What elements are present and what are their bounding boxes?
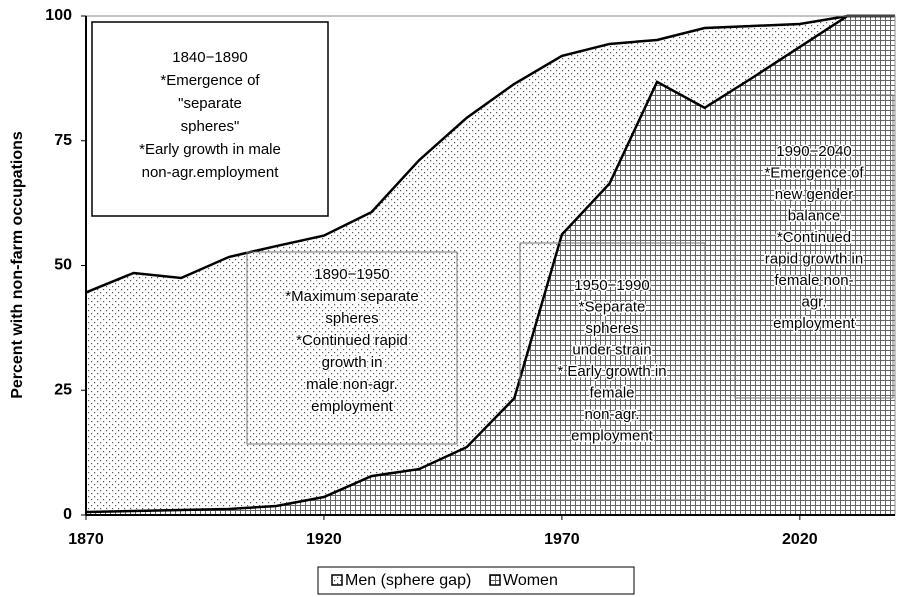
y-tick-label: 100 [45,7,72,24]
annotation-text: female non- [774,272,853,289]
annotation-text: employment [773,315,856,332]
annotation-text: *Emergence of [764,164,864,181]
series-line [85,14,895,514]
annotation-text: female [589,384,634,401]
annotation-text: "separate [178,95,242,112]
annotation-text: 1840−1890 [172,49,248,66]
y-tick-label: 0 [63,506,72,523]
annotation-text: employment [571,427,654,444]
series-line [85,14,895,294]
x-tick-label: 2020 [782,531,818,548]
x-tick-label: 1870 [68,531,104,548]
annotation-text: growth in [322,354,383,371]
annotation-box [246,251,458,445]
annotation-text: *Continued rapid [296,332,408,349]
y-axis-label: Percent with non-farm occupations [9,131,26,399]
legend-label: Women [503,572,558,589]
annotation-text: 1950−1990 [574,277,650,294]
annotation-text: *Emergence of [160,72,260,89]
annotation-box [91,21,329,217]
annotation-text: *Early growth in male [139,141,281,158]
annotation-text: balance [788,207,841,224]
x-tick-label: 1920 [306,531,342,548]
y-tick-label: 50 [54,257,72,274]
annotation-text: rapid growth in [765,250,863,267]
legend-swatch [331,574,343,586]
annotation-text: 1990−2040 [776,143,852,160]
annotation-text: agr. [801,293,826,310]
annotation-text: under strain [572,341,651,358]
annotation-box [519,242,706,501]
annotation-text: non-agr. [584,406,639,423]
annotation-box [734,94,894,399]
annotation-text: spheres" [181,118,240,135]
legend-swatch [489,574,501,586]
x-tick-label: 1970 [544,531,580,548]
annotation-text: male non-agr. [306,376,398,393]
legend-label: Men (sphere gap) [345,572,471,589]
annotation-text: * Early growth in [557,363,666,380]
annotation-text: non-agr.employment [142,164,280,181]
annotation-text: *Maximum separate [285,288,418,305]
legend-box [317,566,635,595]
y-tick-label: 25 [54,381,72,398]
annotation-text: new gender [775,186,853,203]
annotation-text: *Separate [579,298,646,315]
annotation-text: 1890−1950 [314,266,390,283]
y-tick-label: 75 [54,132,72,149]
annotation-text: *Continued [777,229,851,246]
annotation-text: spheres [325,310,378,327]
area [86,16,895,515]
annotation-text: employment [311,398,394,415]
annotation-text: spheres [585,320,638,337]
